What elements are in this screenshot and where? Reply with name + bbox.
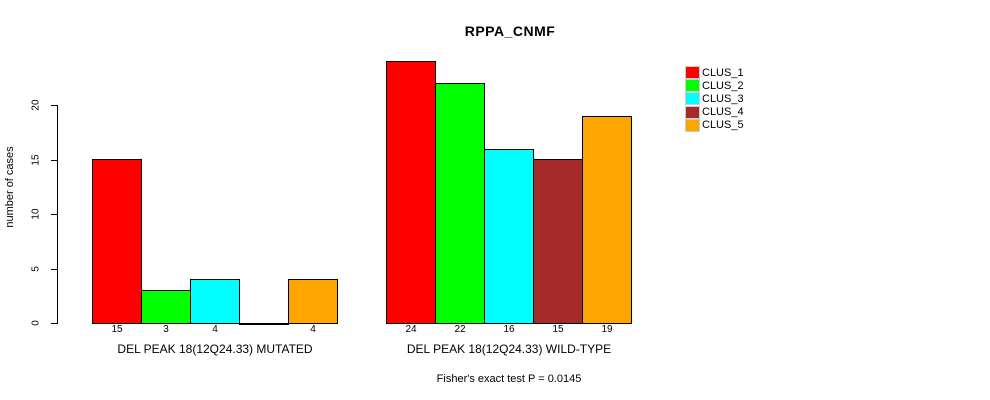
bar-value-label: 15 bbox=[111, 324, 123, 335]
bar-value-label: 22 bbox=[454, 324, 466, 335]
legend-swatch-clus_2 bbox=[685, 79, 700, 93]
y-axis-tick-label: 10 bbox=[30, 208, 42, 220]
bar-value-label: 4 bbox=[310, 324, 316, 335]
group-axis-label: DEL PEAK 18(12Q24.33) MUTATED bbox=[117, 342, 313, 356]
y-axis-tick bbox=[51, 269, 57, 270]
legend-label: CLUS_2 bbox=[702, 79, 744, 92]
bar-clus_3 bbox=[484, 149, 534, 324]
y-axis-tick-label: 0 bbox=[30, 320, 42, 326]
y-axis-line bbox=[57, 105, 58, 324]
legend-swatch-clus_4 bbox=[685, 105, 700, 119]
bar-clus_5 bbox=[288, 279, 338, 324]
bar-value-label: 3 bbox=[163, 324, 169, 335]
bar-clus_3 bbox=[190, 279, 240, 324]
bar-value-label: 24 bbox=[405, 324, 417, 335]
legend-swatch-clus_1 bbox=[685, 66, 700, 79]
bar-clus_2 bbox=[435, 83, 485, 324]
bar-clus_1 bbox=[386, 61, 436, 324]
bar-value-label: 15 bbox=[552, 324, 564, 335]
bar-clus_4 bbox=[533, 159, 583, 324]
group-axis-label: DEL PEAK 18(12Q24.33) WILD-TYPE bbox=[406, 342, 612, 356]
legend-label: CLUS_1 bbox=[702, 66, 744, 79]
y-axis-tick-label: 15 bbox=[30, 154, 42, 166]
bar-value-label: 19 bbox=[601, 324, 613, 335]
y-axis-tick-label: 20 bbox=[30, 99, 42, 111]
bar-clus_1 bbox=[92, 159, 142, 324]
legend-label: CLUS_4 bbox=[702, 106, 744, 119]
bar-clus_5 bbox=[582, 116, 632, 324]
bar-clus_2 bbox=[141, 290, 191, 324]
fisher-test-caption: Fisher's exact test P = 0.0145 bbox=[436, 373, 582, 385]
y-axis-tick-label: 5 bbox=[30, 266, 42, 272]
legend-label: CLUS_5 bbox=[702, 119, 744, 132]
y-axis-tick bbox=[51, 105, 57, 106]
legend-label: CLUS_3 bbox=[702, 92, 744, 105]
bar-clus_4 bbox=[239, 323, 289, 325]
legend-swatch-clus_3 bbox=[685, 92, 700, 106]
y-axis-tick bbox=[51, 323, 57, 324]
chart-title: RPPA_CNMF bbox=[464, 23, 556, 39]
bar-value-label: 16 bbox=[503, 324, 515, 335]
y-axis-tick bbox=[51, 160, 57, 161]
y-axis-tick bbox=[51, 214, 57, 215]
legend-swatch-clus_5 bbox=[685, 118, 700, 132]
bar-value-label: 4 bbox=[212, 324, 218, 335]
y-axis-label: number of cases bbox=[4, 146, 16, 228]
